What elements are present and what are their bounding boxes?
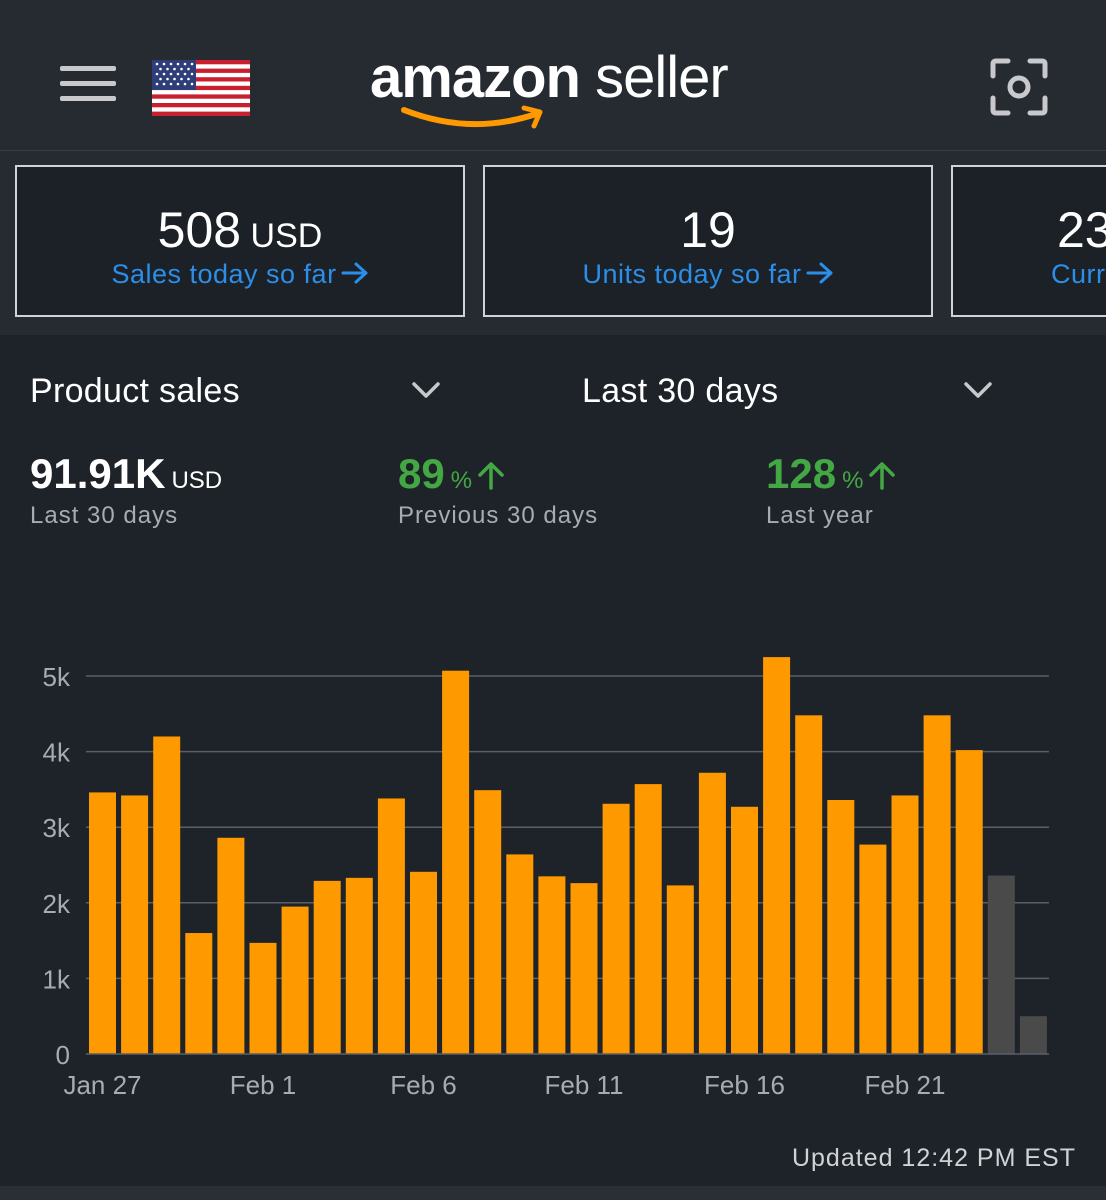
chart-bar bbox=[281, 906, 309, 1054]
x-tick-label: Jan 27 bbox=[63, 1070, 141, 1100]
chart-bar bbox=[795, 715, 823, 1054]
chart-bar bbox=[474, 790, 502, 1054]
summary-cards-carousel[interactable]: 508 USD Sales today so far 19 Units toda… bbox=[0, 151, 1106, 335]
logo-word-amazon: amazon bbox=[370, 45, 581, 110]
logo-word-seller: seller bbox=[579, 45, 729, 110]
x-tick-label: Feb 11 bbox=[544, 1070, 623, 1100]
date-range-dropdown[interactable]: Last 30 days bbox=[582, 372, 779, 410]
previous-period-change: 89% bbox=[398, 450, 506, 498]
chart-bar bbox=[859, 844, 887, 1054]
y-tick-label: 3k bbox=[43, 813, 71, 843]
chart-bar bbox=[217, 837, 245, 1054]
chart-bar bbox=[666, 885, 694, 1054]
y-tick-label: 5k bbox=[43, 662, 71, 692]
chart-bar bbox=[506, 854, 534, 1054]
chart-bar bbox=[602, 803, 630, 1054]
chart-bar bbox=[731, 806, 758, 1054]
x-tick-label: Feb 1 bbox=[230, 1070, 297, 1100]
bottom-edge bbox=[0, 1186, 1106, 1200]
last-year-change: 128% bbox=[766, 450, 897, 498]
units-today-card[interactable]: 19 Units today so far bbox=[483, 165, 933, 317]
chevron-down-icon[interactable] bbox=[963, 380, 993, 400]
chart-bar bbox=[634, 784, 662, 1054]
chart-bar bbox=[955, 750, 983, 1054]
chart-bar bbox=[345, 877, 373, 1054]
sales-today-card[interactable]: 508 USD Sales today so far bbox=[15, 165, 465, 317]
arrow-up-icon bbox=[478, 462, 504, 490]
amazon-seller-logo: amazon seller bbox=[370, 44, 750, 134]
last-updated-timestamp: Updated 12:42 PM EST bbox=[791, 1144, 1076, 1172]
chart-bar bbox=[1019, 1016, 1047, 1054]
chart-bar bbox=[89, 792, 116, 1054]
chart-bar bbox=[442, 670, 470, 1054]
arrow-right-icon bbox=[341, 262, 368, 284]
amazon-smile-icon bbox=[401, 105, 543, 129]
third-summary-card[interactable]: 23 Curr bbox=[951, 165, 1106, 317]
arrow-up-icon bbox=[869, 462, 896, 490]
chart-bar bbox=[249, 942, 277, 1054]
y-tick-label: 0 bbox=[56, 1040, 70, 1070]
sales-bar-chart[interactable]: 0 1k 2k 3k 4k 5k Jan 27 Feb 1 Feb 6 Feb 11 Feb 16 F… bbox=[0, 640, 1106, 1110]
sales-today-link[interactable]: Sales today so far bbox=[17, 259, 463, 290]
arrow-right-icon bbox=[806, 262, 833, 284]
x-tick-label: Feb 16 bbox=[704, 1070, 785, 1100]
x-tick-label: Feb 21 bbox=[865, 1070, 946, 1100]
third-card-link[interactable]: Curr bbox=[1051, 259, 1106, 289]
x-tick-label: Feb 6 bbox=[390, 1070, 457, 1100]
chevron-down-icon[interactable] bbox=[411, 380, 441, 400]
third-card-value: 23 bbox=[1057, 202, 1106, 258]
units-today-link[interactable]: Units today so far bbox=[485, 259, 931, 290]
units-today-value: 19 bbox=[680, 202, 736, 258]
chart-bar bbox=[698, 772, 726, 1054]
hamburger-menu-icon[interactable] bbox=[60, 66, 116, 106]
chart-bar bbox=[377, 798, 405, 1054]
last-year-label: Last year bbox=[766, 502, 874, 529]
camera-scan-icon[interactable] bbox=[990, 58, 1048, 116]
app-header: amazon seller bbox=[0, 0, 1106, 151]
total-sales-label: Last 30 days bbox=[30, 502, 179, 529]
chart-bar bbox=[153, 736, 181, 1054]
chart-bar bbox=[570, 883, 598, 1054]
y-tick-label: 2k bbox=[43, 889, 71, 919]
chart-bar bbox=[763, 657, 791, 1054]
chart-bar bbox=[827, 799, 855, 1054]
chart-bar bbox=[410, 871, 437, 1054]
metric-dropdown[interactable]: Product sales bbox=[30, 372, 240, 410]
chart-bar bbox=[987, 875, 1015, 1054]
sales-today-value: 508 USD bbox=[157, 202, 323, 258]
chart-bar bbox=[538, 876, 566, 1054]
us-flag-icon[interactable] bbox=[152, 60, 250, 116]
chart-bar bbox=[121, 795, 149, 1054]
y-tick-label: 1k bbox=[43, 964, 71, 994]
y-tick-label: 4k bbox=[43, 738, 71, 768]
chart-bar bbox=[923, 715, 951, 1054]
previous-period-label: Previous 30 days bbox=[398, 502, 599, 529]
chart-bar bbox=[891, 795, 919, 1054]
chart-bar bbox=[185, 933, 213, 1054]
total-sales-value: 91.91K USD bbox=[30, 450, 223, 497]
chart-bar bbox=[313, 880, 341, 1054]
